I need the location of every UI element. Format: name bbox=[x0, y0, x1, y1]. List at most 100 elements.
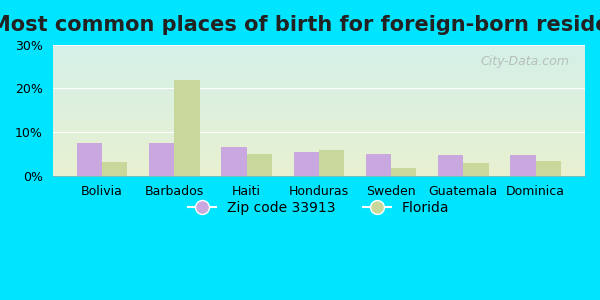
Bar bbox=[53, 97, 585, 98]
Bar bbox=[53, 136, 585, 138]
Bar bbox=[53, 46, 585, 47]
Bar bbox=[53, 112, 585, 113]
Bar bbox=[53, 169, 585, 170]
Bar bbox=[53, 71, 585, 72]
Bar bbox=[53, 172, 585, 173]
Bar bbox=[293, 152, 319, 176]
Bar bbox=[510, 155, 536, 175]
Bar bbox=[53, 144, 585, 145]
Bar bbox=[53, 100, 585, 101]
Bar bbox=[53, 134, 585, 135]
Bar bbox=[53, 143, 585, 144]
Legend: Zip code 33913, Florida: Zip code 33913, Florida bbox=[182, 196, 455, 221]
Bar bbox=[53, 174, 585, 175]
Bar bbox=[53, 54, 585, 55]
Bar bbox=[53, 149, 585, 151]
Bar bbox=[53, 53, 585, 54]
Bar bbox=[53, 165, 585, 166]
Bar bbox=[53, 119, 585, 121]
Bar bbox=[53, 146, 585, 147]
Bar bbox=[53, 85, 585, 87]
Bar bbox=[53, 87, 585, 88]
Bar bbox=[53, 88, 585, 89]
Bar bbox=[221, 147, 247, 176]
Bar bbox=[53, 105, 585, 106]
Bar bbox=[53, 142, 585, 143]
Bar bbox=[53, 140, 585, 142]
Bar bbox=[319, 150, 344, 176]
Bar bbox=[53, 126, 585, 127]
Bar bbox=[53, 153, 585, 154]
Bar bbox=[149, 143, 175, 175]
Bar bbox=[53, 89, 585, 91]
Bar bbox=[53, 109, 585, 110]
Bar bbox=[53, 128, 585, 130]
Bar bbox=[53, 49, 585, 50]
Bar bbox=[53, 47, 585, 49]
Bar bbox=[53, 92, 585, 93]
Bar bbox=[53, 96, 585, 97]
Bar bbox=[53, 113, 585, 114]
Bar bbox=[53, 151, 585, 152]
Bar bbox=[53, 101, 585, 102]
Title: Most common places of birth for foreign-born residents: Most common places of birth for foreign-… bbox=[0, 15, 600, 35]
Bar bbox=[53, 152, 585, 153]
Bar bbox=[53, 84, 585, 86]
Bar bbox=[53, 157, 585, 159]
Bar bbox=[53, 75, 585, 76]
Bar bbox=[53, 160, 585, 161]
Bar bbox=[53, 61, 585, 62]
Bar bbox=[53, 127, 585, 128]
Bar bbox=[53, 98, 585, 100]
Bar bbox=[53, 130, 585, 131]
Bar bbox=[53, 59, 585, 61]
Bar bbox=[391, 168, 416, 176]
Bar bbox=[53, 66, 585, 67]
Bar bbox=[53, 79, 585, 80]
Bar bbox=[53, 173, 585, 174]
Bar bbox=[102, 163, 127, 176]
Bar bbox=[53, 121, 585, 122]
Bar bbox=[53, 139, 585, 140]
Bar bbox=[53, 83, 585, 84]
Bar bbox=[53, 154, 585, 156]
Bar bbox=[53, 94, 585, 96]
Bar bbox=[53, 57, 585, 58]
Bar bbox=[53, 78, 585, 79]
Bar bbox=[77, 143, 102, 175]
Bar bbox=[53, 170, 585, 172]
Bar bbox=[53, 106, 585, 108]
Bar bbox=[438, 154, 463, 176]
Bar bbox=[53, 70, 585, 71]
Bar bbox=[53, 82, 585, 83]
Bar bbox=[53, 64, 585, 66]
Bar bbox=[53, 122, 585, 123]
Bar bbox=[53, 93, 585, 94]
Bar bbox=[53, 163, 585, 164]
Bar bbox=[53, 148, 585, 149]
Bar bbox=[53, 55, 585, 57]
Bar bbox=[53, 45, 585, 46]
Bar bbox=[53, 76, 585, 78]
Bar bbox=[53, 123, 585, 124]
Bar bbox=[53, 164, 585, 165]
Bar bbox=[53, 110, 585, 112]
Bar bbox=[536, 161, 561, 176]
Bar bbox=[53, 114, 585, 116]
Bar bbox=[53, 68, 585, 70]
Bar bbox=[53, 58, 585, 59]
Bar bbox=[53, 117, 585, 118]
Bar bbox=[53, 147, 585, 148]
Bar bbox=[53, 156, 585, 157]
Bar bbox=[53, 74, 585, 75]
Bar bbox=[53, 131, 585, 132]
Bar bbox=[366, 154, 391, 176]
Bar bbox=[53, 62, 585, 63]
Bar bbox=[53, 51, 585, 53]
Bar bbox=[53, 159, 585, 160]
Bar bbox=[53, 80, 585, 82]
Bar bbox=[53, 67, 585, 68]
Bar bbox=[175, 80, 200, 176]
Bar bbox=[53, 50, 585, 51]
Text: City-Data.com: City-Data.com bbox=[480, 55, 569, 68]
